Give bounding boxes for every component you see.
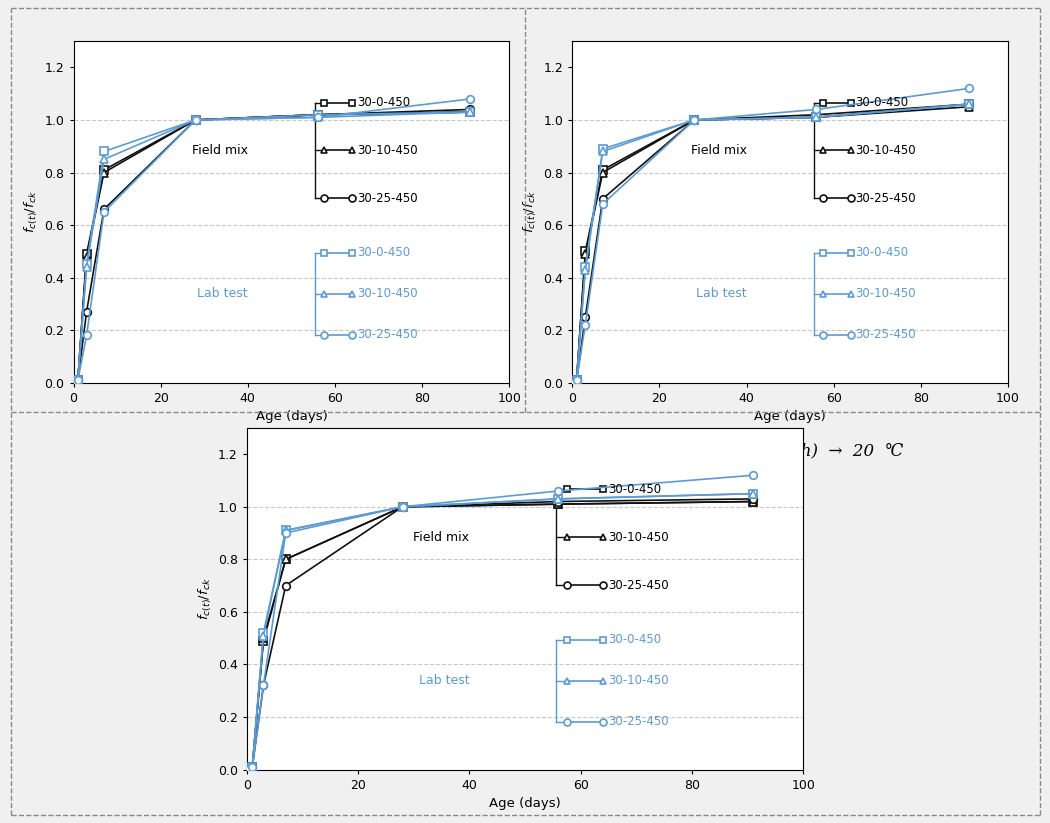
Text: 30-25-450: 30-25-450 [357,328,417,342]
Y-axis label: $f_{c(t)}/f_{ck}$: $f_{c(t)}/f_{ck}$ [522,190,539,234]
Text: (b)  40  ℃  (11h)  →  20  ℃: (b) 40 ℃ (11h) → 20 ℃ [677,443,903,459]
X-axis label: Age (days): Age (days) [754,411,826,423]
Text: Field mix: Field mix [691,144,747,157]
X-axis label: Age (days): Age (days) [255,411,328,423]
X-axis label: Age (days): Age (days) [489,797,561,810]
Text: 30-10-450: 30-10-450 [357,287,417,300]
Text: 30-0-450: 30-0-450 [609,633,662,646]
Text: 30-10-450: 30-10-450 [609,674,669,687]
Text: 30-0-450: 30-0-450 [357,96,410,109]
Text: 30-0-450: 30-0-450 [856,96,908,109]
Text: 30-25-450: 30-25-450 [609,715,669,728]
Text: Lab test: Lab test [696,287,747,300]
Text: 30-25-450: 30-25-450 [357,192,417,205]
Y-axis label: $f_{c(t)}/f_{ck}$: $f_{c(t)}/f_{ck}$ [23,190,40,234]
Text: Lab test: Lab test [197,287,248,300]
Text: 30-10-450: 30-10-450 [856,287,916,300]
Text: (a)  20  ℃: (a) 20 ℃ [250,443,333,459]
Text: 30-25-450: 30-25-450 [609,579,669,592]
Text: 30-25-450: 30-25-450 [856,328,916,342]
Text: 30-0-450: 30-0-450 [856,246,908,259]
Text: Field mix: Field mix [414,531,469,544]
Text: Field mix: Field mix [192,144,248,157]
Text: 30-0-450: 30-0-450 [357,246,410,259]
Text: 30-10-450: 30-10-450 [609,531,669,544]
Text: Lab test: Lab test [419,674,469,687]
Text: 30-0-450: 30-0-450 [609,483,662,496]
Text: 30-10-450: 30-10-450 [856,144,916,157]
Text: 30-25-450: 30-25-450 [856,192,916,205]
Y-axis label: $f_{c(t)}/f_{ck}$: $f_{c(t)}/f_{ck}$ [196,577,213,621]
Text: 30-10-450: 30-10-450 [357,144,417,157]
